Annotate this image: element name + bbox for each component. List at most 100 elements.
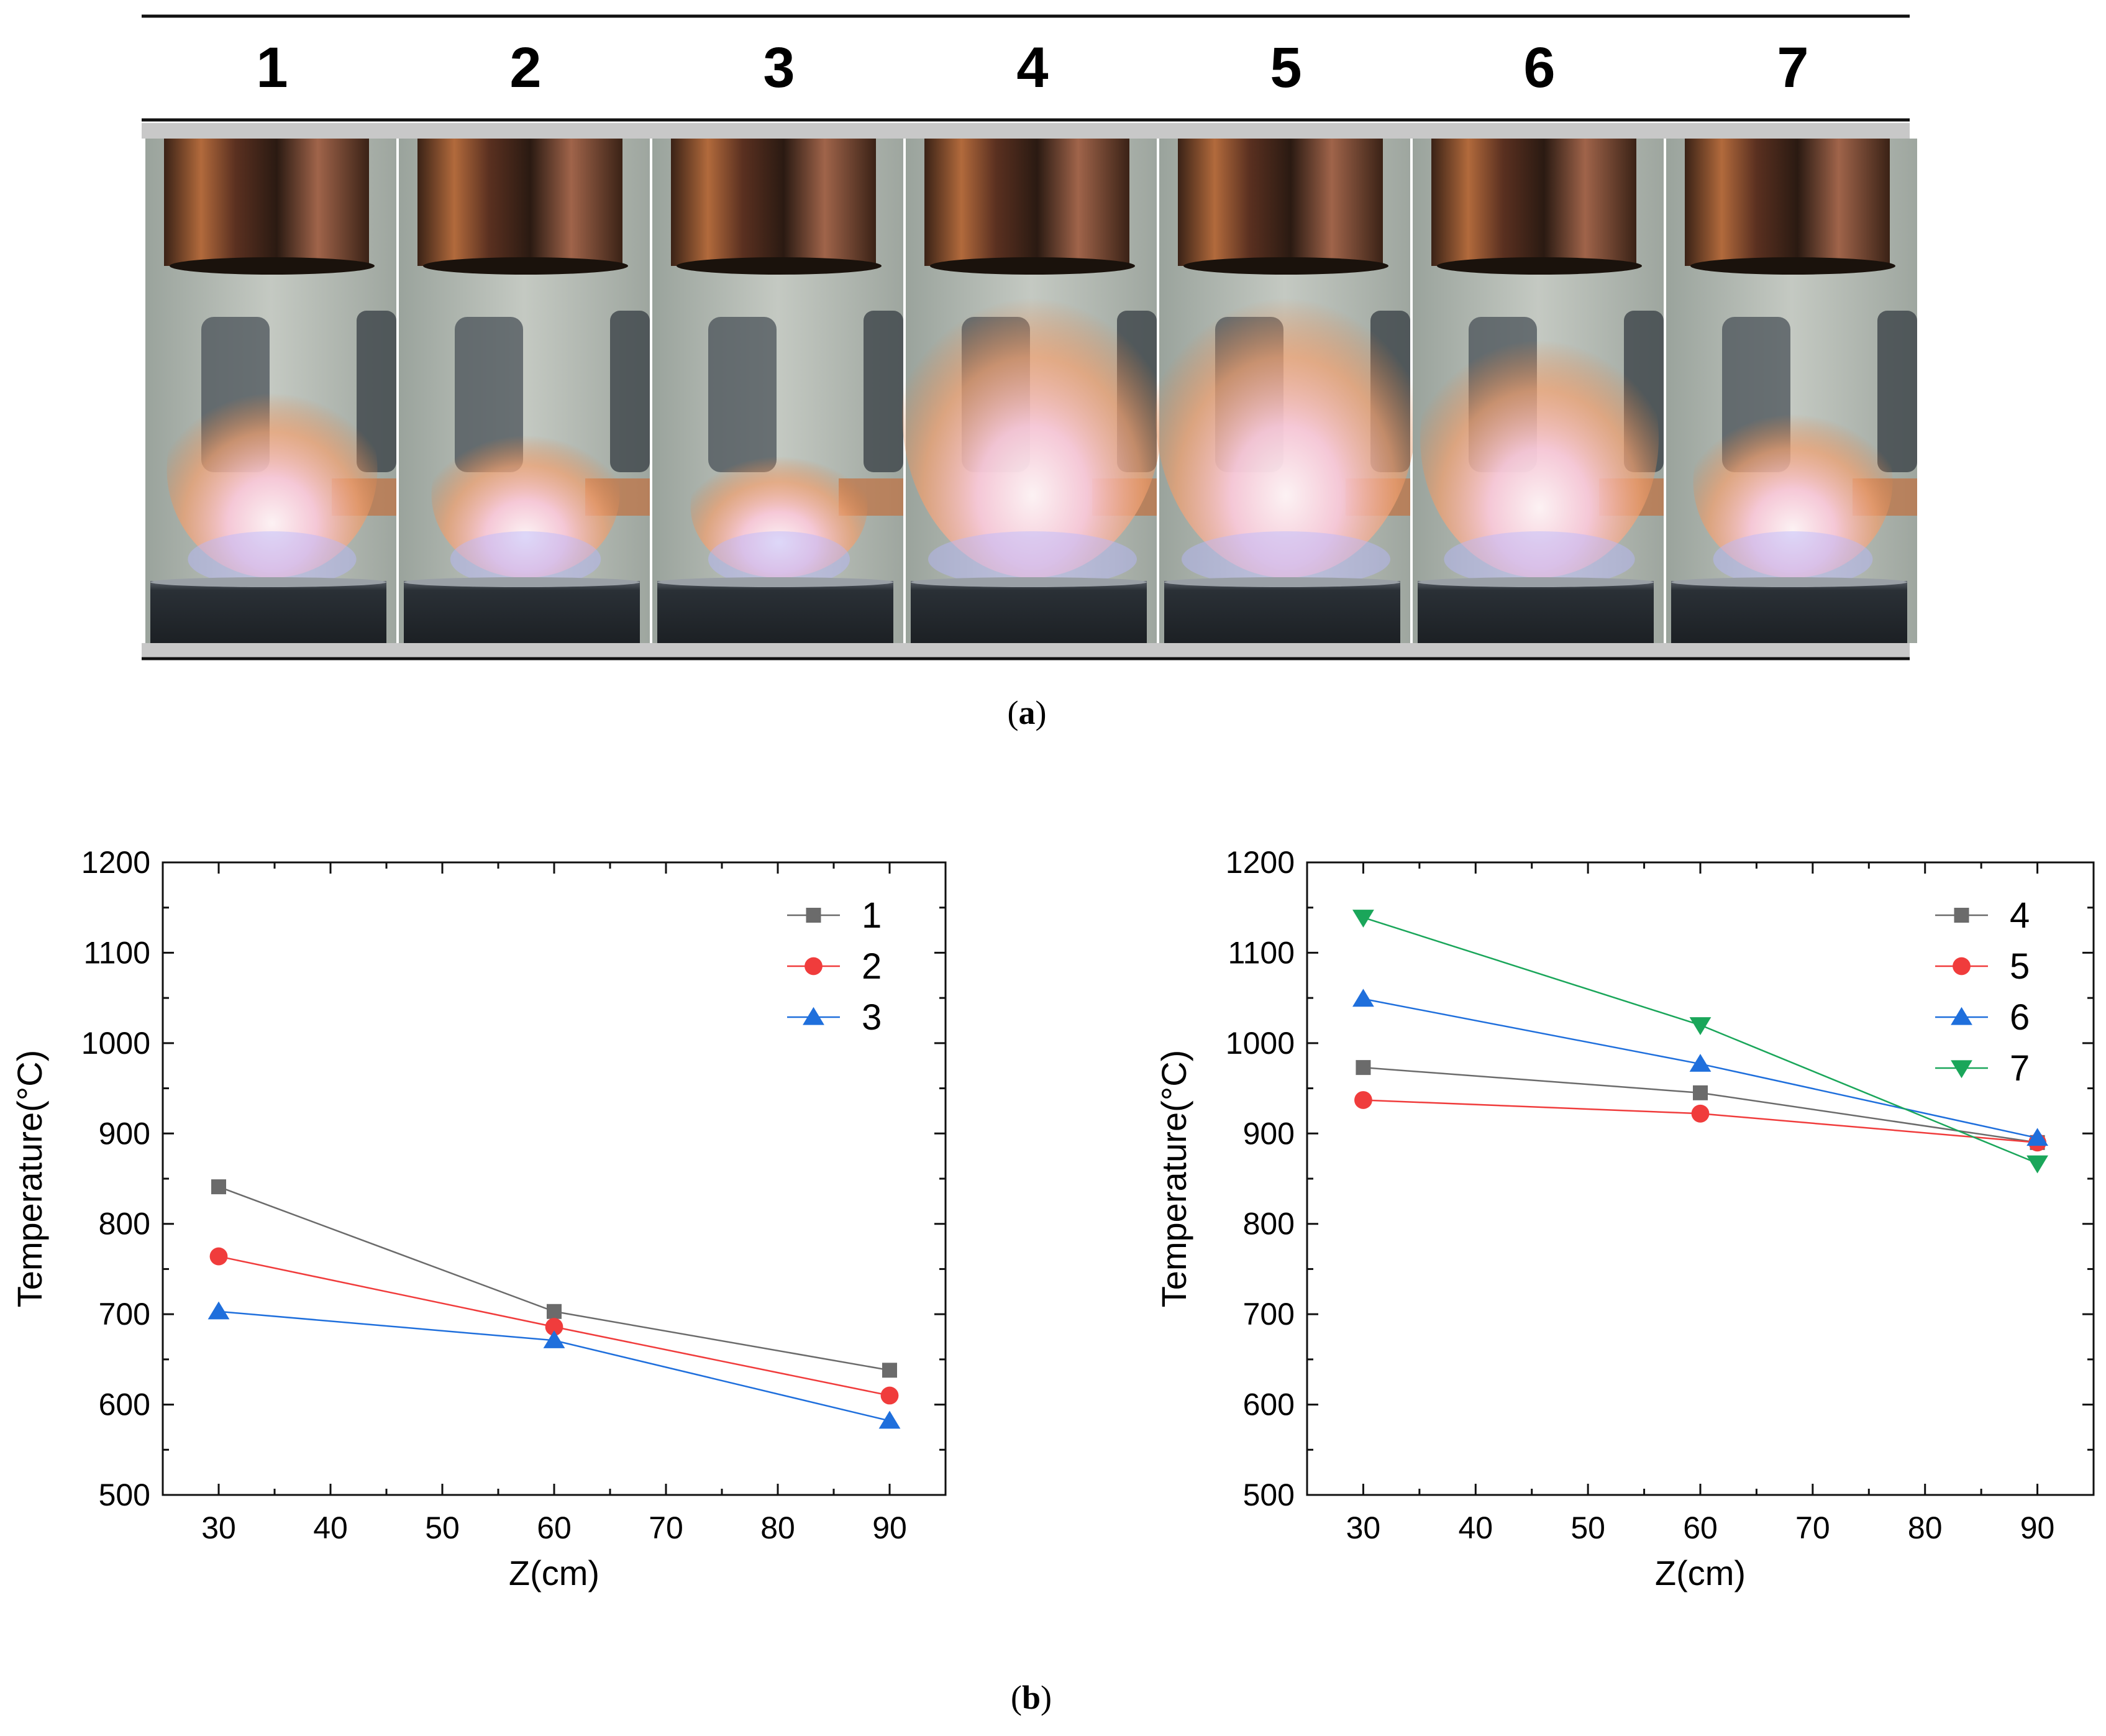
frame-label: 6 bbox=[1523, 36, 1555, 99]
x-tick-label: 50 bbox=[425, 1510, 460, 1545]
y-tick-label: 800 bbox=[99, 1207, 150, 1241]
data-point bbox=[882, 1363, 897, 1378]
exhaust-tube bbox=[1431, 139, 1636, 266]
frame-label: 7 bbox=[1777, 36, 1808, 99]
photo-frame bbox=[1666, 139, 1917, 643]
data-point bbox=[1953, 957, 1971, 975]
flame bbox=[902, 249, 1163, 578]
data-point bbox=[803, 1007, 824, 1025]
plot-frame bbox=[1306, 861, 2095, 1496]
frame-label: 2 bbox=[509, 36, 541, 99]
burner-rim bbox=[1418, 577, 1654, 587]
photo-frame bbox=[399, 139, 650, 643]
y-tick-label: 1000 bbox=[1226, 1026, 1295, 1061]
data-point bbox=[1689, 1017, 1712, 1035]
burner-pan bbox=[1164, 581, 1400, 643]
exhaust-tube bbox=[1685, 139, 1890, 266]
legend-label: 1 bbox=[862, 895, 882, 936]
legend-label: 6 bbox=[2010, 997, 2030, 1038]
frame-label: 3 bbox=[763, 36, 795, 99]
legend: 1 2 3 bbox=[787, 895, 882, 1038]
legend-label: 4 bbox=[2010, 895, 2030, 936]
series-1 bbox=[211, 1179, 897, 1378]
data-point bbox=[1356, 1060, 1371, 1076]
background-shadow bbox=[1877, 311, 1917, 472]
x-tick-label: 30 bbox=[201, 1510, 236, 1545]
data-point bbox=[1352, 989, 1374, 1007]
data-point bbox=[547, 1304, 562, 1319]
photo-frame bbox=[145, 139, 396, 643]
data-point bbox=[880, 1386, 899, 1405]
tube-rim bbox=[677, 257, 882, 275]
tube-rim bbox=[170, 257, 375, 275]
flame-base bbox=[1182, 531, 1390, 587]
legend-label: 7 bbox=[2010, 1048, 2030, 1089]
burner-rim bbox=[1671, 577, 1907, 587]
frame-label: 5 bbox=[1270, 36, 1301, 99]
series-line bbox=[1363, 916, 2038, 1164]
series-3 bbox=[207, 1301, 901, 1429]
background-shadow bbox=[708, 317, 777, 472]
burner-pan bbox=[657, 581, 893, 643]
flame-base bbox=[450, 531, 601, 587]
x-axis-label: Z(cm) bbox=[509, 1553, 599, 1592]
data-point bbox=[1354, 1091, 1372, 1109]
data-point bbox=[543, 1330, 565, 1348]
data-point bbox=[1951, 1007, 1972, 1025]
burner-rim bbox=[911, 577, 1147, 587]
x-tick-label: 70 bbox=[1795, 1510, 1830, 1545]
y-axis-label: Temperature(°C) bbox=[10, 1050, 49, 1308]
flame-base bbox=[928, 531, 1137, 587]
x-tick-label: 50 bbox=[1570, 1510, 1605, 1545]
caption-b: (b) bbox=[1011, 1679, 1052, 1716]
x-tick-label: 90 bbox=[872, 1510, 907, 1545]
x-tick-label: 30 bbox=[1346, 1510, 1381, 1545]
exhaust-tube bbox=[164, 139, 369, 266]
y-tick-label: 700 bbox=[99, 1297, 150, 1332]
data-point bbox=[1689, 1054, 1712, 1072]
background-shadow bbox=[864, 311, 903, 472]
photo-strip-bottom-band bbox=[142, 643, 1910, 657]
x-tick-label: 40 bbox=[1458, 1510, 1493, 1545]
flame-base bbox=[188, 531, 357, 587]
y-tick-label: 500 bbox=[99, 1478, 150, 1512]
x-tick-label: 60 bbox=[1683, 1510, 1718, 1545]
data-point bbox=[2026, 1128, 2048, 1146]
burner-pan bbox=[1671, 581, 1907, 643]
x-axis-label: Z(cm) bbox=[1655, 1553, 1746, 1592]
tube-rim bbox=[1437, 257, 1642, 275]
flame bbox=[690, 435, 868, 578]
frame-label: 1 bbox=[256, 36, 288, 99]
data-point bbox=[1691, 1104, 1710, 1123]
data-point bbox=[1693, 1085, 1708, 1100]
burner-rim bbox=[657, 577, 893, 587]
tube-rim bbox=[423, 257, 628, 275]
frame-label: 4 bbox=[1016, 36, 1048, 99]
x-tick-label: 80 bbox=[1908, 1510, 1943, 1545]
photo-strip bbox=[145, 139, 1917, 643]
flame bbox=[166, 360, 378, 578]
photo-frame bbox=[902, 139, 1163, 643]
y-tick-label: 500 bbox=[1243, 1478, 1295, 1512]
tube-rim bbox=[1690, 257, 1895, 275]
series-2 bbox=[209, 1247, 899, 1405]
legend-label: 5 bbox=[2010, 946, 2030, 987]
burner-pan bbox=[1418, 581, 1654, 643]
flame bbox=[431, 410, 620, 578]
data-point bbox=[2026, 1155, 2048, 1174]
legend-label: 3 bbox=[862, 997, 882, 1038]
data-point bbox=[211, 1179, 226, 1195]
y-axis-label: Temperature(°C) bbox=[1154, 1050, 1193, 1308]
exhaust-tube bbox=[924, 139, 1129, 266]
burner-pan bbox=[911, 581, 1147, 643]
y-tick-label: 1200 bbox=[1226, 845, 1295, 880]
plot-frame bbox=[162, 861, 947, 1496]
data-point bbox=[545, 1318, 563, 1336]
chart-right: 30 40 50 60 70 80 90 500 600 700 800 900 1000 1100 120… bbox=[1154, 845, 2095, 1592]
data-point bbox=[806, 908, 821, 923]
burner-rim bbox=[404, 577, 640, 587]
data-point bbox=[209, 1247, 228, 1266]
y-tick-label: 1000 bbox=[81, 1026, 150, 1061]
legend: 4 5 6 7 bbox=[1935, 895, 2030, 1089]
